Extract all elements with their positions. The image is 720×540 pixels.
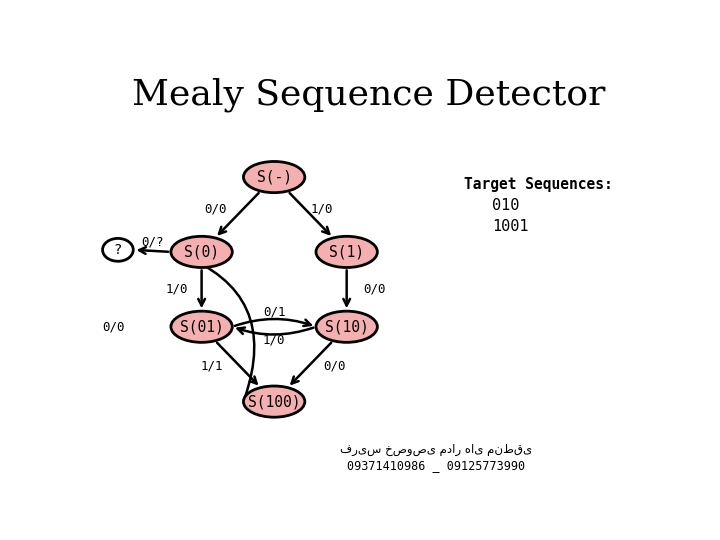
- Text: 1/0: 1/0: [310, 203, 333, 216]
- Text: 010: 010: [492, 198, 519, 213]
- FancyArrowPatch shape: [219, 193, 258, 234]
- Text: S(0): S(0): [184, 245, 219, 259]
- Text: Target Sequences:: Target Sequences:: [464, 177, 613, 192]
- Text: S(100): S(100): [248, 394, 300, 409]
- FancyArrowPatch shape: [235, 319, 311, 326]
- Text: 1/0: 1/0: [263, 334, 285, 347]
- FancyArrowPatch shape: [289, 193, 329, 234]
- Ellipse shape: [243, 386, 305, 417]
- Ellipse shape: [243, 161, 305, 193]
- Text: 0/0: 0/0: [364, 283, 386, 296]
- Text: S(1): S(1): [329, 245, 364, 259]
- Text: 1/0: 1/0: [166, 283, 188, 296]
- Text: 1001: 1001: [492, 219, 528, 234]
- Ellipse shape: [171, 237, 233, 267]
- Text: S(01): S(01): [180, 319, 223, 334]
- Text: 0/1: 0/1: [263, 306, 285, 319]
- Ellipse shape: [316, 311, 377, 342]
- FancyArrowPatch shape: [198, 271, 205, 306]
- Text: فریس خصوصی مدار های منطقی: فریس خصوصی مدار های منطقی: [340, 443, 532, 456]
- Text: S(-): S(-): [256, 170, 292, 185]
- FancyArrowPatch shape: [238, 328, 313, 334]
- FancyArrowPatch shape: [139, 247, 168, 254]
- Ellipse shape: [171, 311, 233, 342]
- FancyArrowPatch shape: [179, 253, 254, 399]
- FancyArrowPatch shape: [343, 271, 350, 306]
- FancyArrowPatch shape: [217, 343, 257, 383]
- Text: S(10): S(10): [325, 319, 369, 334]
- Text: 09371410986 _ 09125773990: 09371410986 _ 09125773990: [347, 460, 525, 472]
- Ellipse shape: [316, 237, 377, 267]
- Text: 0/?: 0/?: [141, 235, 163, 248]
- Text: Mealy Sequence Detector: Mealy Sequence Detector: [132, 77, 606, 112]
- Text: ?: ?: [114, 243, 122, 257]
- FancyArrowPatch shape: [292, 343, 331, 383]
- Ellipse shape: [102, 238, 133, 261]
- Text: 1/1: 1/1: [200, 360, 223, 373]
- Text: 0/0: 0/0: [323, 360, 346, 373]
- Text: 0/0: 0/0: [102, 320, 125, 333]
- Text: 0/0: 0/0: [204, 203, 227, 216]
